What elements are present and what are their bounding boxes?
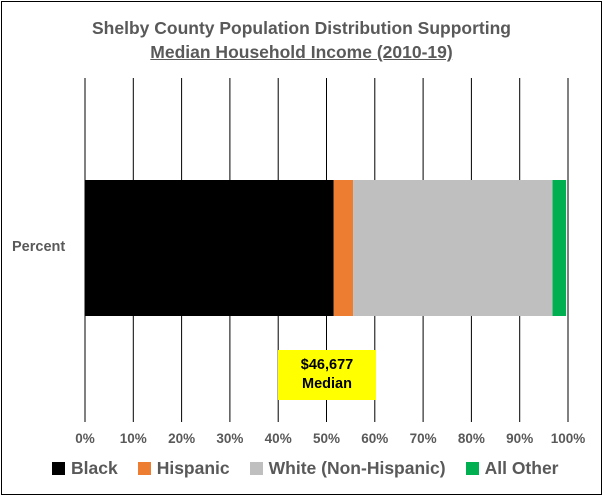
legend-swatch — [52, 461, 65, 475]
legend-swatch — [249, 461, 263, 475]
legend: Black Hispanic White (Non-Hispanic) All Oth… — [52, 457, 579, 479]
x-tick-label: 20% — [168, 431, 195, 446]
x-tick-labels: 0% 10% 20% 30% 40% 50% 60% 70% 80% 90% 100% — [75, 431, 585, 446]
legend-label: Hispanic — [156, 457, 230, 478]
legend-label: White (Non-Hispanic) — [268, 457, 446, 478]
chart-title-line2: Median Household Income (2010-19) — [150, 42, 453, 62]
bars — [85, 180, 567, 316]
legend-item: Black — [52, 458, 118, 479]
x-tick-label: 100% — [551, 431, 586, 446]
legend-swatch — [465, 461, 479, 475]
x-tick-label: 90% — [506, 431, 533, 446]
x-tick-label: 0% — [75, 431, 95, 446]
x-tick-label: 10% — [120, 431, 147, 446]
category-label: Percent — [12, 239, 66, 255]
bar-segment-hispanic — [333, 180, 354, 316]
median-label: Median — [302, 376, 352, 392]
legend-swatch — [137, 461, 151, 475]
legend-label: All Other — [484, 457, 559, 478]
legend-item: All Other — [465, 457, 559, 479]
x-tick-label: 70% — [410, 431, 437, 446]
bar-segment-all-other — [552, 180, 567, 316]
x-tick-label: 40% — [265, 431, 292, 446]
legend-item: White (Non-Hispanic) — [249, 457, 446, 479]
legend-label: Black — [71, 457, 118, 478]
chart-title: Shelby County Population Distribution Su… — [0, 16, 603, 64]
chart-title-line1: Shelby County Population Distribution Su… — [92, 18, 511, 38]
legend-item: Hispanic — [137, 457, 230, 479]
x-tick-label: 30% — [216, 431, 243, 446]
x-tick-label: 60% — [361, 431, 388, 446]
bar-segment-white-non-hispanic — [353, 180, 553, 316]
median-value: $46,677 — [300, 357, 354, 373]
bar-segment-black — [85, 180, 334, 316]
x-tick-label: 80% — [458, 431, 485, 446]
median-annotation: $46,677 Median — [278, 350, 376, 400]
x-tick-label: 50% — [313, 431, 340, 446]
